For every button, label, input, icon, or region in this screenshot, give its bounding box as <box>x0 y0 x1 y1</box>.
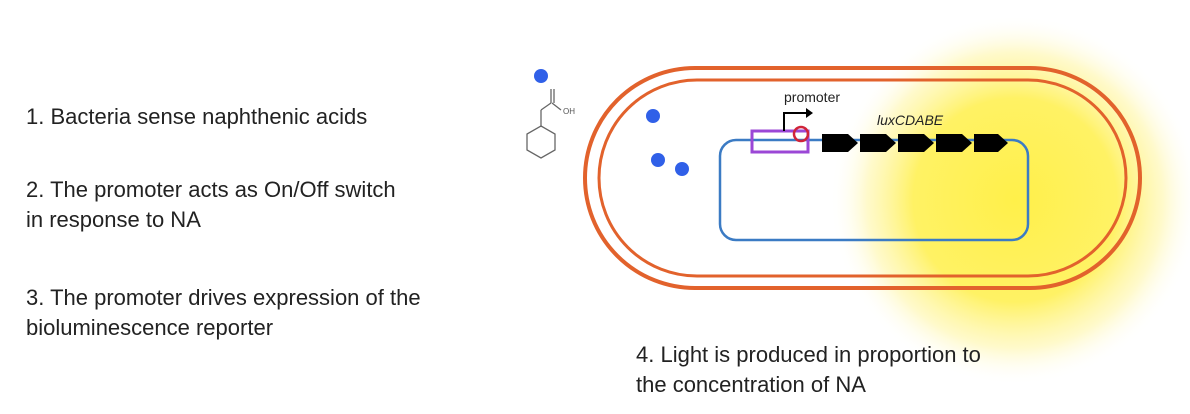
na-dot <box>651 153 665 167</box>
na-molecules <box>534 69 689 176</box>
gene-arrow-3 <box>898 134 934 152</box>
operator-circle <box>792 125 810 143</box>
promoter-box <box>750 129 810 154</box>
promoter-arrowhead-icon <box>806 108 813 118</box>
inner-membrane <box>597 78 1128 278</box>
na-dot <box>534 69 548 83</box>
light-glow <box>830 15 1190 385</box>
molecule-oh-label: OH <box>563 107 575 116</box>
promoter-label: promoter <box>784 89 840 105</box>
step-4-text: 4. Light is produced in proportion to th… <box>636 342 981 397</box>
steps-list: 1. Bacteria sense naphthenic acids 2. Th… <box>0 0 560 414</box>
step-2-text: 2. The promoter acts as On/Off switch in… <box>26 177 396 232</box>
outer-membrane <box>583 66 1142 290</box>
promoter-arrow-icon <box>783 112 806 131</box>
step-3-text: 3. The promoter drives expression of the… <box>26 285 421 340</box>
na-dot <box>646 109 660 123</box>
operon-label: luxCDABE <box>877 112 944 128</box>
na-dot <box>675 162 689 176</box>
gene-arrow-2 <box>860 134 896 152</box>
gene-arrow-4 <box>936 134 972 152</box>
step-1-text: 1. Bacteria sense naphthenic acids <box>26 104 368 129</box>
lux-operon <box>822 134 1008 152</box>
gene-arrow-5 <box>974 134 1008 152</box>
naphthenic-acid-structure <box>526 89 562 159</box>
gene-arrow-1 <box>822 134 858 152</box>
